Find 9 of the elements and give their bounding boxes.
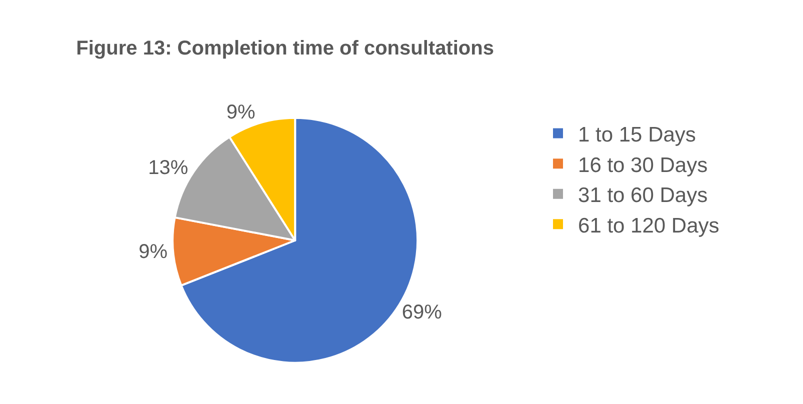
data-label: 69%: [402, 302, 442, 324]
chart-title: Figure 13: Completion time of consultations: [76, 37, 494, 60]
legend-label: 16 to 30 Days: [578, 154, 708, 177]
legend-label: 61 to 120 Days: [578, 214, 720, 238]
legend-label: 1 to 15 Days: [578, 123, 696, 146]
data-label: 13%: [148, 157, 188, 180]
data-label: 9%: [226, 102, 256, 124]
legend-label: 31 to 60 Days: [578, 184, 708, 208]
data-label: 9%: [138, 241, 168, 263]
